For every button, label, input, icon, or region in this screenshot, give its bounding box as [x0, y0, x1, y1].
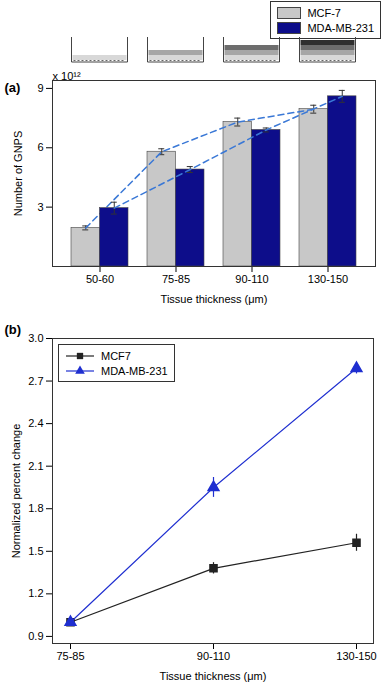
svg-text:6: 6 — [37, 141, 43, 153]
html-text:MDA-MB-231: MDA-MB-231 — [101, 364, 168, 377]
svg-text:2.7: 2.7 — [28, 375, 43, 387]
svg-text:1.2: 1.2 — [28, 587, 43, 599]
svg-text:50-60: 50-60 — [86, 273, 114, 285]
svg-text:Tissue thickness (μm): Tissue thickness (μm) — [160, 670, 267, 682]
svg-text:130-150: 130-150 — [336, 650, 376, 662]
html-text:MDA-MB-231: MDA-MB-231 — [307, 21, 374, 34]
svg-text:3.0: 3.0 — [28, 332, 43, 344]
svg-text:1.5: 1.5 — [28, 545, 43, 557]
svg-text:(b): (b) — [5, 322, 22, 337]
svg-text:1.8: 1.8 — [28, 502, 43, 514]
svg-text:(a): (a) — [5, 80, 21, 95]
html-text:MCF7: MCF7 — [101, 349, 131, 362]
svg-text:2.1: 2.1 — [28, 460, 43, 472]
svg-text:9: 9 — [37, 82, 43, 94]
svg-text:75-85: 75-85 — [162, 273, 190, 285]
svg-text:75-85: 75-85 — [56, 650, 84, 662]
svg-text:90-110: 90-110 — [235, 273, 268, 285]
svg-text:x 10¹²: x 10¹² — [53, 70, 81, 82]
svg-text:Number of GNPS: Number of GNPS — [12, 131, 24, 217]
svg-text:90-110: 90-110 — [197, 650, 230, 662]
html-text:MCF-7: MCF-7 — [307, 6, 341, 19]
svg-text:Normalized percent change: Normalized percent change — [10, 424, 22, 559]
svg-text:3: 3 — [37, 201, 43, 213]
svg-text:2.4: 2.4 — [28, 417, 43, 429]
svg-text:Tissue thickness (μm): Tissue thickness (μm) — [161, 293, 268, 305]
svg-text:0.9: 0.9 — [28, 630, 43, 642]
svg-text:130-150: 130-150 — [308, 273, 348, 285]
